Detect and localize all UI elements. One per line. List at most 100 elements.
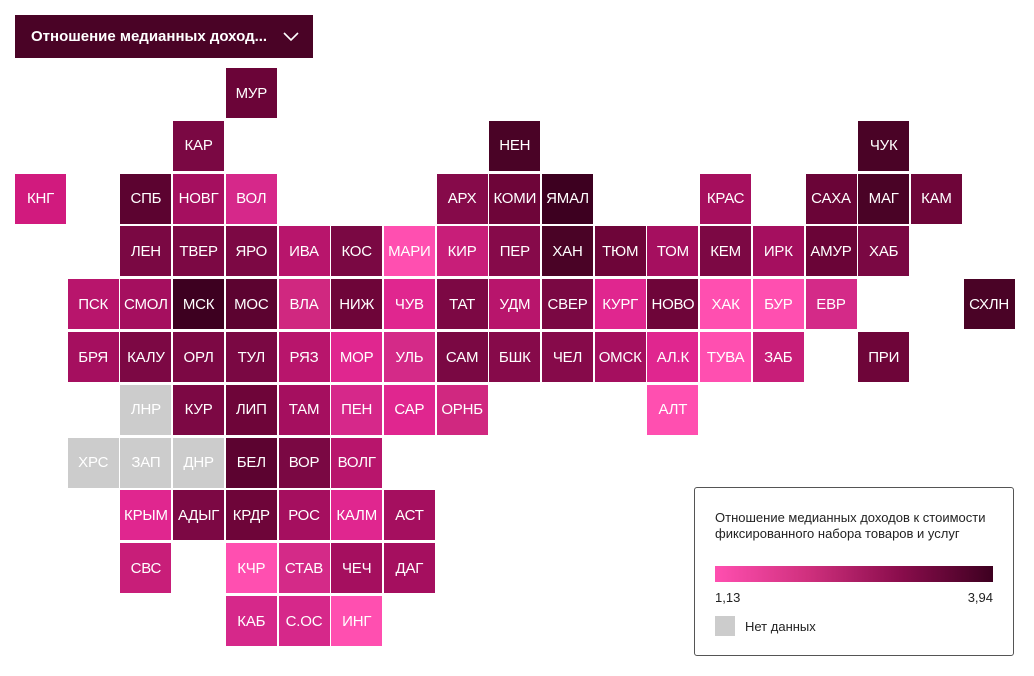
region-tile[interactable]: ВОЛГ: [331, 437, 383, 488]
region-tile[interactable]: СХЛН: [963, 279, 1015, 330]
region-tile[interactable]: КАЛМ: [331, 490, 383, 541]
indicator-selector-label: Отношение медианных доход...: [31, 28, 268, 45]
region-tile[interactable]: ЗАП: [120, 437, 172, 488]
region-tile[interactable]: ТВЕР: [173, 226, 225, 277]
region-tile[interactable]: НИЖ: [331, 279, 383, 330]
region-tile[interactable]: РОС: [278, 490, 330, 541]
region-tile[interactable]: АЛ.К: [647, 332, 699, 382]
region-tile[interactable]: ТУЛ: [225, 332, 277, 382]
region-tile[interactable]: КАР: [173, 120, 225, 171]
chevron-down-icon: [283, 31, 299, 42]
region-tile[interactable]: ХАК: [700, 279, 752, 330]
region-tile[interactable]: УЛЬ: [383, 332, 435, 382]
legend-nodata-label: Нет данных: [745, 619, 816, 634]
region-tile[interactable]: СВС: [120, 543, 172, 594]
region-tile[interactable]: ХАБ: [858, 226, 910, 277]
region-tile[interactable]: НЕН: [489, 120, 541, 171]
region-tile[interactable]: РЯЗ: [278, 332, 330, 382]
region-tile[interactable]: ТЮМ: [594, 226, 646, 277]
region-tile[interactable]: АЛТ: [647, 384, 699, 435]
region-tile[interactable]: НОВО: [647, 279, 699, 330]
region-tile[interactable]: МОР: [331, 332, 383, 382]
indicator-selector[interactable]: Отношение медианных доход...: [15, 15, 313, 58]
region-tile[interactable]: БЕЛ: [225, 437, 277, 488]
region-tile[interactable]: ЛЕН: [120, 226, 172, 277]
region-tile[interactable]: МСК: [173, 279, 225, 330]
region-tile[interactable]: УДМ: [489, 279, 541, 330]
region-tile[interactable]: КЕМ: [700, 226, 752, 277]
region-tile[interactable]: САР: [383, 384, 435, 435]
region-tile[interactable]: ДАГ: [383, 543, 435, 594]
region-tile[interactable]: ИВА: [278, 226, 330, 277]
region-tile[interactable]: КОМИ: [489, 173, 541, 224]
region-tile[interactable]: ТАТ: [436, 279, 488, 330]
region-tile[interactable]: МАГ: [858, 173, 910, 224]
region-tile[interactable]: ВЛА: [278, 279, 330, 330]
legend-max-value: 3,94: [967, 590, 993, 605]
region-tile[interactable]: СПБ: [120, 173, 172, 224]
region-tile[interactable]: КЧР: [225, 543, 277, 594]
region-tile[interactable]: КУРГ: [594, 279, 646, 330]
region-tile[interactable]: СМОЛ: [120, 279, 172, 330]
region-tile[interactable]: МАРИ: [383, 226, 435, 277]
region-tile[interactable]: ЧУК: [858, 120, 910, 171]
region-tile[interactable]: ОРНБ: [436, 384, 488, 435]
region-tile[interactable]: СВЕР: [542, 279, 593, 330]
legend-nodata-swatch: [715, 616, 735, 636]
region-tile[interactable]: ХАН: [542, 226, 593, 277]
region-tile[interactable]: КОС: [331, 226, 383, 277]
region-tile[interactable]: АМУР: [805, 226, 857, 277]
legend: Отношение медианных доходов к стоимости …: [694, 487, 1014, 656]
region-tile[interactable]: САМ: [436, 332, 488, 382]
region-tile[interactable]: БУР: [752, 279, 804, 330]
region-tile[interactable]: КИР: [436, 226, 488, 277]
region-tile[interactable]: ТОМ: [647, 226, 699, 277]
region-tile[interactable]: ЯМАЛ: [542, 173, 593, 224]
region-tile[interactable]: ИНГ: [331, 596, 383, 646]
region-tile[interactable]: ЧЕЛ: [542, 332, 593, 382]
region-tile[interactable]: МОС: [225, 279, 277, 330]
region-tile[interactable]: АРХ: [436, 173, 488, 224]
region-tile[interactable]: ЧЕЧ: [331, 543, 383, 594]
region-tile[interactable]: БШК: [489, 332, 541, 382]
region-tile[interactable]: КАМ: [910, 173, 962, 224]
region-tile[interactable]: КРАС: [700, 173, 752, 224]
region-tile[interactable]: ИРК: [752, 226, 804, 277]
region-tile[interactable]: АДЫГ: [173, 490, 225, 541]
region-tile[interactable]: ДНР: [173, 437, 225, 488]
region-tile[interactable]: СТАВ: [278, 543, 330, 594]
region-tile[interactable]: КРДР: [225, 490, 277, 541]
region-tile[interactable]: ПЕН: [331, 384, 383, 435]
region-tile[interactable]: САХА: [805, 173, 857, 224]
region-tile[interactable]: АСТ: [383, 490, 435, 541]
region-tile[interactable]: ЯРО: [225, 226, 277, 277]
region-tile[interactable]: КРЫМ: [120, 490, 172, 541]
region-tile[interactable]: ТУВА: [700, 332, 752, 382]
region-tile[interactable]: ТАМ: [278, 384, 330, 435]
region-tile[interactable]: КУР: [173, 384, 225, 435]
legend-gradient-bar: [715, 566, 993, 582]
region-tile[interactable]: КАЛУ: [120, 332, 172, 382]
region-tile[interactable]: ПРИ: [858, 332, 910, 382]
region-tile[interactable]: ОРЛ: [173, 332, 225, 382]
region-tile[interactable]: ХРС: [67, 437, 119, 488]
region-tile[interactable]: ВОР: [278, 437, 330, 488]
region-tile[interactable]: НОВГ: [173, 173, 225, 224]
region-tile[interactable]: ВОЛ: [225, 173, 277, 224]
region-tile[interactable]: КНГ: [15, 173, 66, 224]
region-tile[interactable]: ЕВР: [805, 279, 857, 330]
region-tile[interactable]: ОМСК: [594, 332, 646, 382]
region-tile[interactable]: ПЕР: [489, 226, 541, 277]
region-tile[interactable]: ЛИП: [225, 384, 277, 435]
region-tile[interactable]: ПСК: [67, 279, 119, 330]
legend-min-value: 1,13: [715, 590, 741, 605]
region-tile[interactable]: С.ОС: [278, 596, 330, 646]
region-tile[interactable]: ЛНР: [120, 384, 172, 435]
region-tile[interactable]: КАБ: [225, 596, 277, 646]
legend-title: Отношение медианных доходов к стоимости …: [715, 510, 986, 541]
region-tile[interactable]: МУР: [225, 68, 277, 118]
region-tile[interactable]: БРЯ: [67, 332, 119, 382]
region-tile[interactable]: ЗАБ: [752, 332, 804, 382]
region-tile[interactable]: ЧУВ: [383, 279, 435, 330]
